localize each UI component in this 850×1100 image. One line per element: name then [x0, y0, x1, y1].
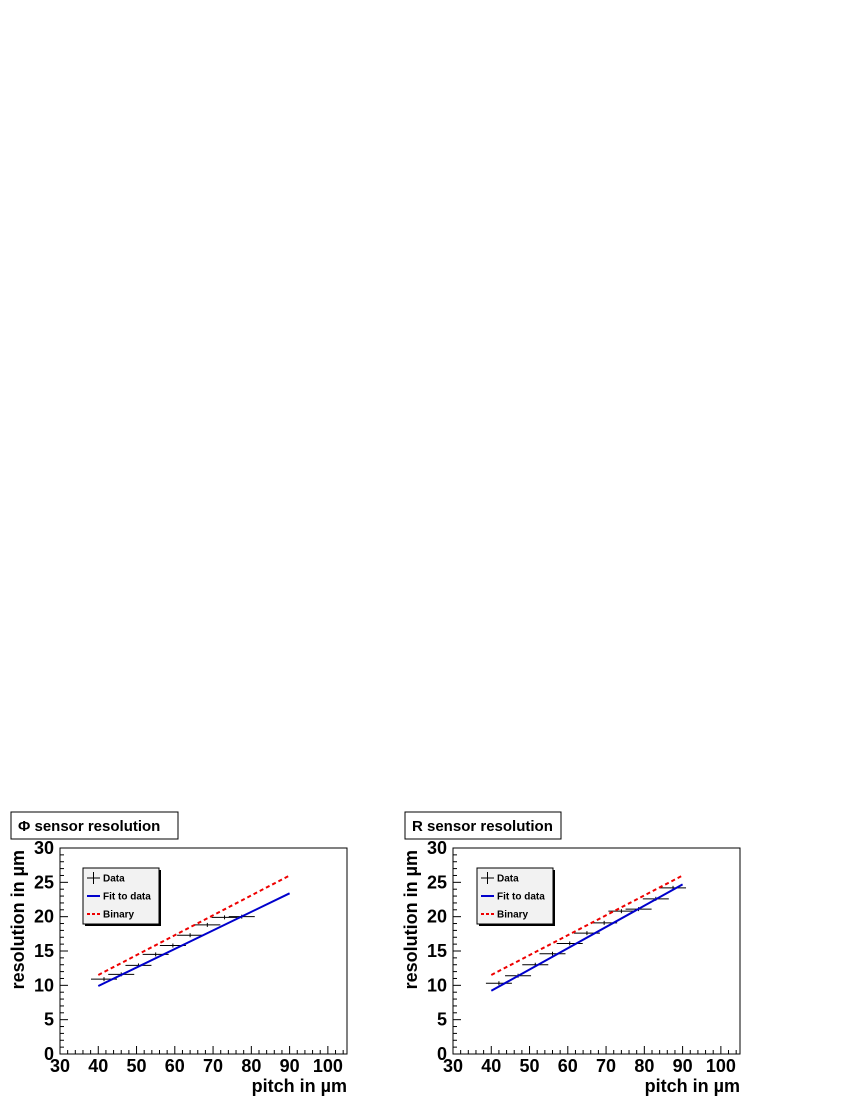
y-tick-label: 5 — [44, 1010, 54, 1030]
legend-label: Fit to data — [497, 892, 545, 903]
x-tick-label: 90 — [280, 1056, 300, 1076]
x-tick-label: 50 — [520, 1056, 540, 1076]
legend-label: Data — [103, 874, 125, 885]
x-tick-label: 30 — [50, 1056, 70, 1076]
legend-label: Binary — [497, 910, 529, 921]
binary-line — [490, 874, 684, 976]
data-point — [608, 909, 635, 914]
fit-line — [97, 892, 291, 987]
x-axis-label: pitch in µm — [645, 1076, 740, 1096]
y-axis-label: resolution in µm — [401, 850, 421, 989]
data-point — [211, 915, 238, 920]
y-tick-label: 30 — [427, 838, 447, 858]
r-sensor-panel: R sensor resolution 30 40 50 60 70 80 90 100 0 5 10… — [401, 811, 741, 1096]
x-tick-label: 80 — [241, 1056, 261, 1076]
y-tick-label: 10 — [427, 975, 447, 995]
x-tick-label: 80 — [634, 1056, 654, 1076]
data-point — [194, 922, 221, 927]
legend: Data Fit to data Binary — [82, 867, 161, 926]
y-tick-label: 25 — [427, 872, 447, 892]
binary-line — [97, 874, 291, 976]
x-tick-label: 50 — [127, 1056, 147, 1076]
x-tick-label: 100 — [313, 1056, 343, 1076]
chart-title: Φ sensor resolution — [18, 818, 160, 835]
x-tick-label: 60 — [558, 1056, 578, 1076]
legend-label: Fit to data — [103, 892, 151, 903]
y-tick-label: 30 — [34, 838, 54, 858]
legend: Data Fit to data Binary — [476, 867, 555, 926]
x-tick-label: 100 — [706, 1056, 736, 1076]
data-point — [539, 951, 566, 956]
x-tick-label: 30 — [443, 1056, 463, 1076]
title-box — [10, 811, 179, 840]
y-tick-label: 0 — [44, 1044, 54, 1064]
data-point — [485, 981, 512, 986]
legend-label: Data — [497, 874, 519, 885]
y-tick-label: 25 — [34, 872, 54, 892]
data-point — [177, 933, 204, 938]
y-tick-label: 15 — [34, 941, 54, 961]
phi-sensor-panel: Φ sensor resolution 30 40 50 60 70 80 90 100 0 5 10… — [8, 811, 348, 1096]
y-tick-label: 20 — [427, 907, 447, 927]
y-tick-label: 0 — [437, 1044, 447, 1064]
x-tick-label: 90 — [673, 1056, 693, 1076]
x-tick-label: 40 — [88, 1056, 108, 1076]
y-tick-label: 15 — [427, 941, 447, 961]
fit-line — [490, 883, 684, 992]
x-tick-label: 60 — [165, 1056, 185, 1076]
title-box — [404, 811, 562, 840]
x-axis-label: pitch in µm — [252, 1076, 347, 1096]
x-tick-label: 40 — [481, 1056, 501, 1076]
y-axis-label: resolution in µm — [8, 850, 28, 989]
x-tick-label: 70 — [596, 1056, 616, 1076]
chart-title: R sensor resolution — [412, 818, 553, 835]
y-tick-label: 5 — [437, 1010, 447, 1030]
x-tick-label: 70 — [203, 1056, 223, 1076]
y-tick-label: 20 — [34, 907, 54, 927]
legend-label: Binary — [103, 910, 135, 921]
y-tick-label: 10 — [34, 975, 54, 995]
